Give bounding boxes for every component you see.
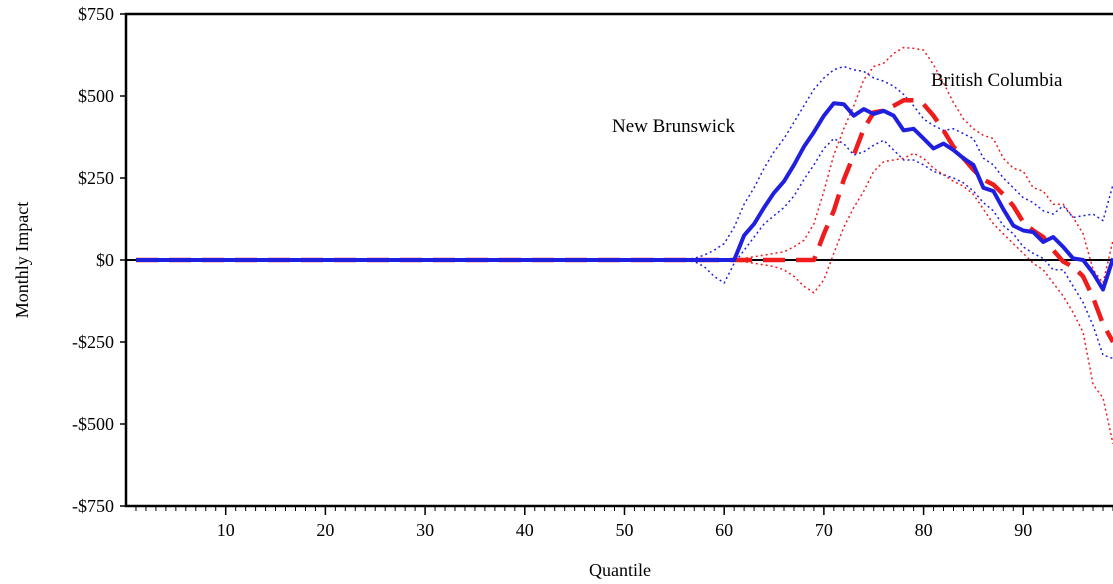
y-tick-label: -$500 xyxy=(72,414,114,434)
y-tick-label: $750 xyxy=(78,4,114,24)
x-tick-label: 50 xyxy=(615,520,633,540)
x-tick-label: 90 xyxy=(1014,520,1032,540)
y-axis-ticks: $750 $500 $250 $0 -$250 -$500 -$750 xyxy=(72,4,126,516)
series-line-new-brunswick xyxy=(136,101,1113,292)
annotation-new-brunswick: New Brunswick xyxy=(612,116,735,137)
x-tick-label: 60 xyxy=(715,520,733,540)
x-axis-title: Quantile xyxy=(589,560,651,580)
y-tick-label: $250 xyxy=(78,168,114,188)
y-tick-label: $0 xyxy=(96,250,114,270)
y-tick-label: -$750 xyxy=(72,496,114,516)
x-tick-label: 10 xyxy=(217,520,235,540)
x-tick-label: 30 xyxy=(416,520,434,540)
y-axis-title: Monthly Impact xyxy=(12,202,32,318)
annotation-british-columbia: British Columbia xyxy=(931,70,1063,91)
series-line-new-brunswick-upper-bound xyxy=(136,65,1113,261)
y-tick-label: -$250 xyxy=(72,332,114,352)
x-tick-label: 70 xyxy=(815,520,833,540)
x-axis-ticks: 10 20 30 40 50 60 70 80 90 xyxy=(135,506,1113,540)
x-tick-label: 20 xyxy=(316,520,334,540)
y-tick-label: $500 xyxy=(78,86,114,106)
x-tick-label: 40 xyxy=(516,520,534,540)
series-layer xyxy=(136,46,1113,444)
series-line-new-brunswick-lower-bound xyxy=(136,137,1113,360)
x-tick-label: 80 xyxy=(915,520,933,540)
series-line-british-columbia-lower-bound xyxy=(136,152,1113,444)
